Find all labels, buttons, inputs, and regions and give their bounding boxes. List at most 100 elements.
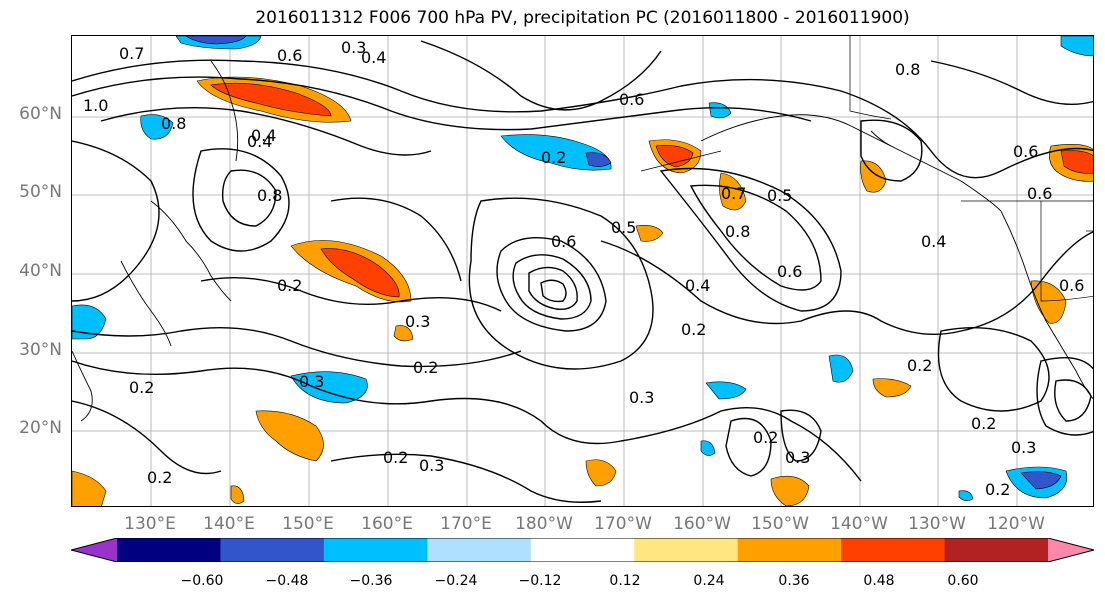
precip-blob [1020, 471, 1062, 490]
coastlines [72, 60, 1093, 422]
contour-label: 0.2 [985, 480, 1010, 499]
lat-label-40n: 40°N [19, 261, 62, 281]
precip-blob [700, 440, 716, 456]
contour-label: 0.2 [147, 468, 172, 487]
precip-blob [705, 381, 747, 400]
precip-blob [500, 134, 612, 171]
precip-blob [255, 410, 324, 462]
lon-label-160w: 160°W [673, 514, 731, 534]
precip-blob [72, 470, 107, 506]
contour-label: 0.2 [413, 358, 438, 377]
lat-label-20n: 20°N [19, 418, 62, 438]
precip-blob [828, 354, 854, 383]
colorbar-tick-label: 0.24 [693, 573, 725, 589]
precip-blob [210, 82, 332, 117]
precip-blob [72, 304, 107, 340]
contour-label: 0.6 [277, 46, 302, 65]
precip-blob [290, 371, 368, 404]
contour-label: 0.2 [129, 378, 154, 397]
contour-label: 0.2 [383, 448, 408, 467]
precip-blob [860, 160, 887, 193]
precip-blob [320, 248, 400, 298]
precip-blob [719, 172, 747, 211]
contour-label: 0.6 [551, 232, 576, 251]
contour-label: 0.2 [681, 320, 706, 339]
precip-blob [958, 490, 974, 501]
contour-label: 0.8 [257, 186, 282, 205]
colorbar-tick-label: −0.48 [265, 573, 309, 589]
colorbar-segment [71, 538, 117, 562]
contour-label: 0.5 [611, 218, 636, 237]
contour-label: 0.8 [725, 222, 750, 241]
lon-label-130w: 130°W [908, 514, 966, 534]
contour-label: 0.3 [341, 38, 366, 57]
contour-label: 0.6 [619, 90, 644, 109]
contour-label: 0.2 [541, 148, 566, 167]
colorbar-segment [117, 538, 221, 562]
graticule [72, 36, 1093, 506]
colorbar-tick-label: −0.24 [434, 573, 478, 589]
colorbar-segment [737, 538, 842, 562]
precip-blob [1030, 280, 1067, 324]
contour-label: 0.4 [921, 232, 946, 251]
lon-label-160e: 160°E [361, 514, 413, 534]
precip-blob [393, 325, 414, 342]
colorbar [71, 538, 1094, 562]
lon-label-150e: 150°E [282, 514, 334, 534]
contour-label: 0.5 [767, 186, 792, 205]
lat-label-30n: 30°N [19, 340, 62, 360]
lon-label-150w: 150°W [751, 514, 809, 534]
pv-contours [72, 40, 1093, 503]
colorbar-tick-label: −0.60 [180, 573, 224, 589]
colorbar-segment [944, 538, 1049, 562]
contour-label: 0.6 [1027, 184, 1052, 203]
lon-label-140w: 140°W [830, 514, 888, 534]
colorbar-segment [323, 538, 428, 562]
colorbar-segment [220, 538, 325, 562]
contour-label: 0.6 [1013, 142, 1038, 161]
contour-label: 0.7 [721, 184, 746, 203]
precip-blob [1060, 150, 1093, 174]
colorbar-segment [841, 538, 946, 562]
contour-label: 0.4 [685, 276, 710, 295]
colorbar-tick-label: 0.60 [947, 573, 979, 589]
contour-label: 0.4 [251, 126, 276, 145]
lat-label-60n: 60°N [19, 104, 62, 124]
colorbar-tick-label: −0.12 [518, 573, 562, 589]
contour-label-layer: 0.7 0.6 0.3 0.4 1.0 0.8 0.4 0.2 0.5 0.6 … [83, 38, 1084, 499]
precip-blob [1060, 36, 1093, 57]
colorbar-segment [1048, 538, 1094, 562]
map-title: 2016011312 F006 700 hPa PV, precipitatio… [255, 8, 910, 28]
contour-label: 0.8 [161, 114, 186, 133]
lon-label-140e: 140°E [203, 514, 255, 534]
contour-label: 0.6 [777, 262, 802, 281]
lon-label-170w: 170°W [594, 514, 652, 534]
precip-blob [635, 225, 664, 242]
lat-label-50n: 50°N [19, 182, 62, 202]
contour-label: 0.2 [971, 414, 996, 433]
map-canvas: 0.7 0.6 0.3 0.4 1.0 0.8 0.4 0.2 0.5 0.6 … [72, 36, 1093, 506]
lon-label-120w: 120°W [987, 514, 1045, 534]
contour-label: 0.3 [405, 312, 430, 331]
colorbar-segments [71, 538, 1094, 562]
lon-label-130e: 130°E [124, 514, 176, 534]
precip-positive-areas [72, 76, 1093, 506]
colorbar-segment [427, 538, 532, 562]
lon-label-180w: 180°W [515, 514, 573, 534]
contour-label: 0.7 [119, 44, 144, 63]
map-panel: 0.7 0.6 0.3 0.4 1.0 0.8 0.4 0.2 0.5 0.6 … [71, 35, 1094, 507]
colorbar-segment [634, 538, 739, 562]
contour-label: 0.2 [753, 428, 778, 447]
colorbar-tick-label: 0.36 [778, 573, 810, 589]
precip-blob [185, 36, 247, 45]
precip-blob [230, 485, 245, 504]
contour-label: 0.4 [247, 132, 272, 151]
precip-negative-areas [72, 36, 1093, 501]
contour-label: 0.3 [419, 456, 444, 475]
precip-blob [585, 459, 617, 487]
contour-label: 1.0 [83, 96, 108, 115]
contour-label: 0.2 [277, 276, 302, 295]
precip-blob [708, 102, 732, 119]
precip-blob [872, 378, 912, 398]
contour-label: 0.3 [629, 388, 654, 407]
